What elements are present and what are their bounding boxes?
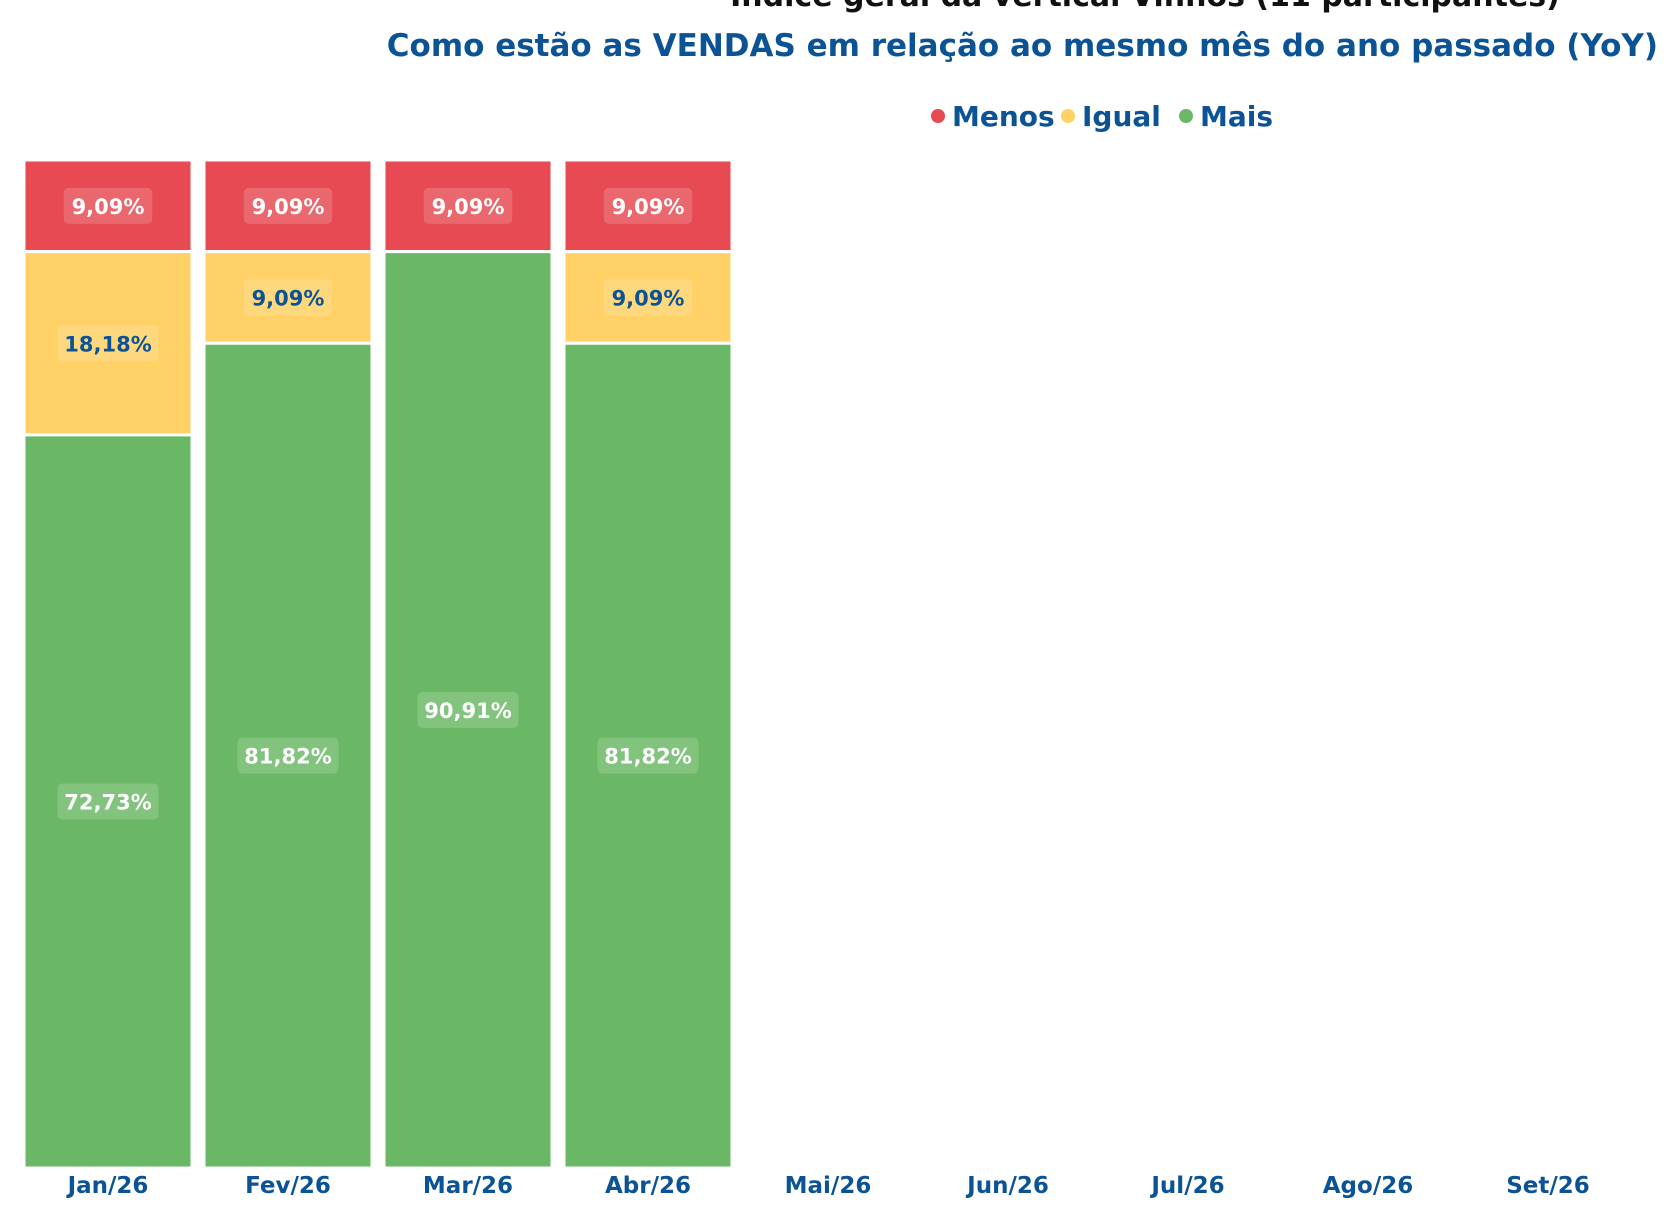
bar-segment-mais-mar-26	[382, 250, 554, 1170]
data-label-box	[243, 187, 333, 224]
bar-segment-menos-jan-26	[22, 158, 194, 254]
data-label-box	[57, 325, 159, 362]
x-tick-label-abr-26: Abr/26	[605, 1173, 691, 1199]
data-label-menos-jan-26: 9,09%	[63, 187, 153, 224]
data-label-box	[57, 783, 159, 820]
data-label-mais-abr-26: 81,82%	[597, 737, 699, 774]
data-label-text: 9,09%	[612, 195, 685, 219]
x-tick-label-set-26: Set/26	[1506, 1173, 1590, 1199]
x-axis: Jan/26 Fev/26 Mar/26 Abr/26 Mai/26 Jun/26 Jul/…	[66, 1173, 1590, 1199]
legend-marker	[931, 109, 945, 123]
data-label-box	[243, 279, 333, 316]
data-label-box	[63, 187, 153, 224]
data-label-box	[237, 737, 339, 774]
legend-item-mais: Mais	[1179, 100, 1273, 133]
chart-subtitle: Como estão as VENDAS em relação ao mesmo…	[387, 28, 1658, 64]
data-label-box	[603, 279, 693, 316]
data-label-text: 90,91%	[424, 699, 511, 723]
data-label-menos-mar-26: 9,09%	[423, 187, 513, 224]
data-label-igual-abr-26: 9,09%	[603, 279, 693, 316]
data-label-box	[417, 691, 519, 728]
data-label-text: 9,09%	[432, 195, 505, 219]
bar-segment-menos-fev-26	[202, 158, 374, 254]
x-tick-label-jun-26: Jun/26	[965, 1173, 1049, 1199]
data-labels-group: 9,09% 18,18% 72,73% 9,09% 9,09% 81,82% 9,09% 90…	[57, 187, 699, 820]
data-label-text: 18,18%	[64, 332, 151, 356]
data-label-text: 81,82%	[604, 745, 691, 769]
bar-segment-mais-jan-26	[22, 433, 194, 1170]
data-label-text: 9,09%	[612, 286, 685, 310]
legend-item-igual: Igual	[1061, 100, 1161, 133]
data-label-text: 81,82%	[244, 745, 331, 769]
bar-segment-mais-fev-26	[202, 341, 374, 1170]
data-label-box	[603, 187, 693, 224]
x-tick-label-mar-26: Mar/26	[423, 1173, 513, 1199]
data-label-mais-jan-26: 72,73%	[57, 783, 159, 820]
x-tick-label-ago-26: Ago/26	[1323, 1173, 1413, 1199]
data-label-menos-fev-26: 9,09%	[243, 187, 333, 224]
data-label-text: 9,09%	[252, 286, 325, 310]
data-label-igual-fev-26: 9,09%	[243, 279, 333, 316]
chart-legend: Menos Igual Mais	[931, 100, 1273, 133]
legend-marker	[1179, 109, 1193, 123]
x-tick-label-jan-26: Jan/26	[66, 1173, 149, 1199]
x-tick-label-mai-26: Mai/26	[785, 1173, 872, 1199]
data-label-text: 9,09%	[252, 195, 325, 219]
bar-segment-igual-abr-26	[562, 250, 734, 345]
data-label-mais-mar-26: 90,91%	[417, 691, 519, 728]
bar-segment-igual-jan-26	[22, 250, 194, 437]
data-label-igual-jan-26: 18,18%	[57, 325, 159, 362]
chart-title: Índice geral da vertical Vinhos (11 part…	[730, 0, 1560, 14]
bar-segment-mais-abr-26	[562, 341, 734, 1170]
legend-item-menos: Menos	[931, 100, 1055, 133]
bars-group	[22, 158, 734, 1170]
data-label-text: 72,73%	[64, 790, 151, 814]
legend-marker	[1061, 109, 1075, 123]
data-label-box	[423, 187, 513, 224]
data-label-box	[597, 737, 699, 774]
data-label-menos-abr-26: 9,09%	[603, 187, 693, 224]
data-label-text: 9,09%	[72, 195, 145, 219]
x-tick-label-fev-26: Fev/26	[245, 1173, 331, 1199]
legend-label: Menos	[952, 100, 1055, 133]
legend-label: Igual	[1082, 100, 1161, 133]
x-tick-label-jul-26: Jul/26	[1149, 1173, 1224, 1199]
legend-label: Mais	[1200, 100, 1273, 133]
data-label-mais-fev-26: 81,82%	[237, 737, 339, 774]
